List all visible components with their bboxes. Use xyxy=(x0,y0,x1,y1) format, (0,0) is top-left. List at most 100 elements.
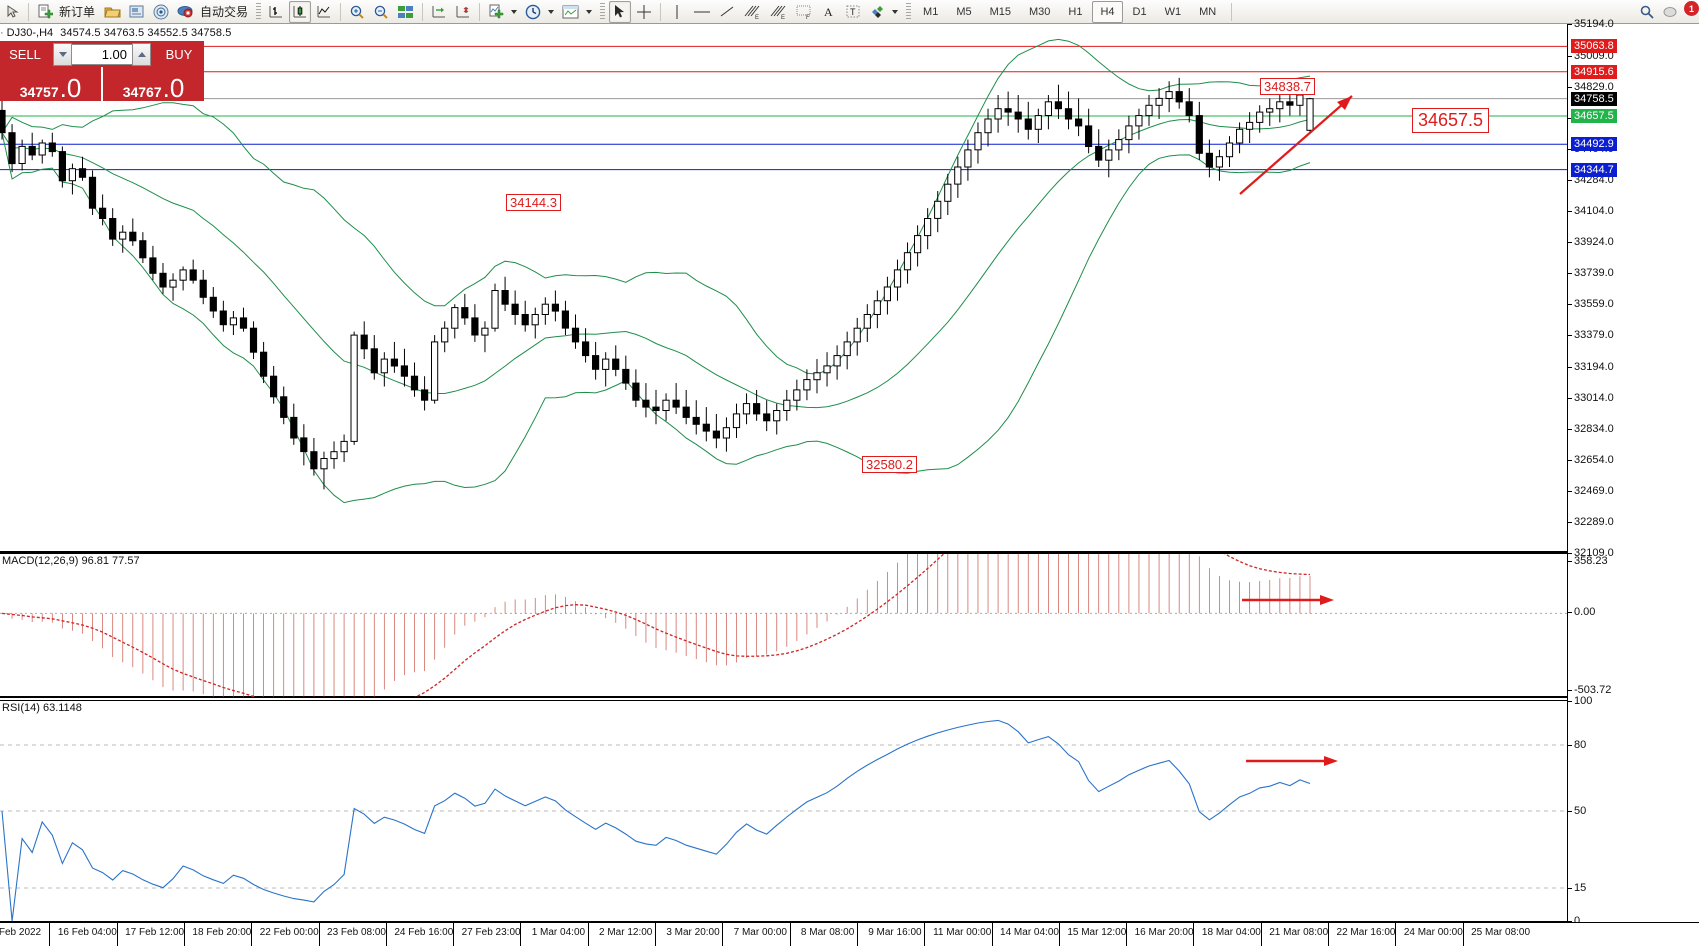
svg-text:F: F xyxy=(806,15,810,20)
timeframe-d1[interactable]: D1 xyxy=(1132,5,1147,18)
price-tick xyxy=(1568,304,1572,306)
zoom-out-icon[interactable] xyxy=(370,1,392,23)
rsi-tick xyxy=(1568,811,1572,812)
news-icon[interactable] xyxy=(126,1,148,23)
timeframe-m5[interactable]: M5 xyxy=(956,5,972,18)
support-level-1[interactable]: 34492.9 xyxy=(1571,137,1617,152)
new-order-icon[interactable] xyxy=(34,1,56,23)
buy-price[interactable]: 34767 .0 xyxy=(103,67,204,101)
chevron-down-icon[interactable] xyxy=(586,9,593,14)
time-axis[interactable]: Feb 2022 16 Feb 04:00 17 Feb 12:00 18 Feb 2… xyxy=(0,922,1699,946)
time-tick-label: 15 Mar 12:00 xyxy=(1067,927,1127,938)
sell-price[interactable]: 34757 .0 xyxy=(0,67,103,101)
timeframe-w1[interactable]: W1 xyxy=(1164,5,1182,18)
last-price[interactable]: 34758.5 xyxy=(1571,91,1617,106)
toolbar-grip[interactable] xyxy=(256,2,262,21)
bar-chart-icon[interactable] xyxy=(265,1,287,23)
volume-control[interactable]: 1.00 xyxy=(50,41,154,67)
annotation-34657-5[interactable]: 34657.5 xyxy=(1412,108,1490,133)
volume-input[interactable]: 1.00 xyxy=(72,43,132,65)
period-icon[interactable] xyxy=(522,1,544,23)
auto-trading-label[interactable]: 自动交易 xyxy=(200,5,249,19)
template-icon[interactable] xyxy=(559,1,582,23)
time-separator xyxy=(722,923,724,946)
channel-icon[interactable]: E xyxy=(766,1,790,23)
autotrade-icon[interactable] xyxy=(174,1,197,23)
price-tick xyxy=(1568,491,1572,493)
time-tick-label: 17 Feb 12:00 xyxy=(125,927,185,938)
shift-icon[interactable] xyxy=(428,1,450,23)
line-chart-icon[interactable] xyxy=(313,1,335,23)
sell-button[interactable]: SELL xyxy=(0,41,50,67)
volume-decrement-button[interactable] xyxy=(53,42,72,66)
folder-icon[interactable] xyxy=(101,1,124,23)
time-tick-label: 2 Mar 12:00 xyxy=(599,927,653,938)
timeframe-m15[interactable]: M15 xyxy=(989,5,1011,18)
cursor-icon[interactable] xyxy=(1,1,23,23)
price-axis[interactable]: 35194.035009.034829.034644.034464.034284… xyxy=(1567,18,1699,927)
objects-icon[interactable] xyxy=(866,1,888,23)
pointer-icon[interactable] xyxy=(609,0,632,23)
time-tick-label: Feb 2022 xyxy=(0,927,42,938)
grid-icon[interactable] xyxy=(394,1,417,23)
crosshair-icon[interactable] xyxy=(633,1,655,23)
vline-icon[interactable] xyxy=(666,1,688,23)
chevron-down-icon[interactable] xyxy=(892,9,899,14)
hline-icon[interactable] xyxy=(690,1,714,23)
chevron-down-icon[interactable] xyxy=(548,9,555,14)
trade-panel-prices: 34757 .0 34767 .0 xyxy=(0,67,204,101)
indicator-add-icon[interactable] xyxy=(485,1,507,23)
volume-increment-button[interactable] xyxy=(132,42,151,66)
resistance-level-2[interactable]: 34915.6 xyxy=(1571,64,1617,79)
annotation-34838-7[interactable]: 34838.7 xyxy=(1260,78,1315,95)
timeframe-h1[interactable]: H1 xyxy=(1068,5,1083,18)
timeframe-m30[interactable]: M30 xyxy=(1029,5,1051,18)
macd-pane[interactable]: MACD(12,26,9) 96.81 77.57 xyxy=(0,553,1567,698)
bid-level[interactable]: 34657.5 xyxy=(1571,108,1617,123)
buy-button[interactable]: BUY xyxy=(154,41,204,67)
time-separator xyxy=(318,923,320,946)
fibo-icon[interactable]: E xyxy=(740,1,764,23)
rsi-pane[interactable]: RSI(14) 63.1148 xyxy=(0,700,1567,922)
signal-icon[interactable] xyxy=(150,1,172,23)
new-order-label[interactable]: 新订单 xyxy=(59,5,96,19)
text-icon[interactable]: A xyxy=(818,1,840,23)
notification-badge[interactable]: 1 xyxy=(1684,1,1699,16)
one-click-trading-panel[interactable]: SELL 1.00 BUY 34757 .0 34767 .0 xyxy=(0,41,204,101)
toolbar-grip[interactable] xyxy=(600,2,606,21)
timeframe-mn[interactable]: MN xyxy=(1199,5,1217,18)
price-tick-label: 33559.0 xyxy=(1574,298,1614,311)
macd-title: MACD(12,26,9) 96.81 77.57 xyxy=(2,555,140,567)
price-tick xyxy=(1568,459,1572,461)
annotation-32580-2[interactable]: 32580.2 xyxy=(862,456,917,473)
support-level-2[interactable]: 34344.7 xyxy=(1571,162,1617,177)
price-chart-canvas[interactable] xyxy=(0,24,1567,553)
alert-icon[interactable] xyxy=(1660,1,1683,23)
timeframe-m1[interactable]: M1 xyxy=(923,5,939,18)
zoom-in-icon[interactable] xyxy=(346,1,368,23)
timeframe-h4[interactable]: H4 xyxy=(1092,0,1123,23)
resistance-level-1[interactable]: 35063.8 xyxy=(1571,39,1617,54)
rsi-tick-label: 0 xyxy=(1574,915,1581,927)
trendline-icon[interactable] xyxy=(716,1,738,23)
symbol-info-bar: · DJ30-,H4 34574.5 34763.5 34552.5 34758… xyxy=(0,26,231,39)
price-tick-label: 33194.0 xyxy=(1574,360,1614,373)
time-separator xyxy=(1260,923,1262,946)
chevron-down-icon[interactable] xyxy=(511,9,518,14)
rsi-canvas[interactable] xyxy=(0,701,1567,921)
shapes-icon[interactable]: F xyxy=(792,1,816,23)
candle-chart-icon[interactable] xyxy=(289,0,312,23)
price-tick-label: 32109.0 xyxy=(1574,547,1614,559)
symbol-name: DJ30-,H4 xyxy=(6,26,54,39)
price-chart-pane[interactable] xyxy=(0,24,1567,553)
svg-text:T: T xyxy=(850,7,856,17)
annotation-34144-3[interactable]: 34144.3 xyxy=(506,194,561,211)
label-icon[interactable]: T xyxy=(842,1,864,23)
price-tick xyxy=(1568,428,1572,430)
price-tick-label: 33924.0 xyxy=(1574,235,1614,248)
autoscroll-icon[interactable] xyxy=(452,1,474,23)
search-icon[interactable] xyxy=(1636,1,1658,23)
macd-canvas[interactable] xyxy=(0,554,1567,697)
toolbar-grip[interactable] xyxy=(906,2,912,21)
time-separator xyxy=(1126,923,1128,946)
